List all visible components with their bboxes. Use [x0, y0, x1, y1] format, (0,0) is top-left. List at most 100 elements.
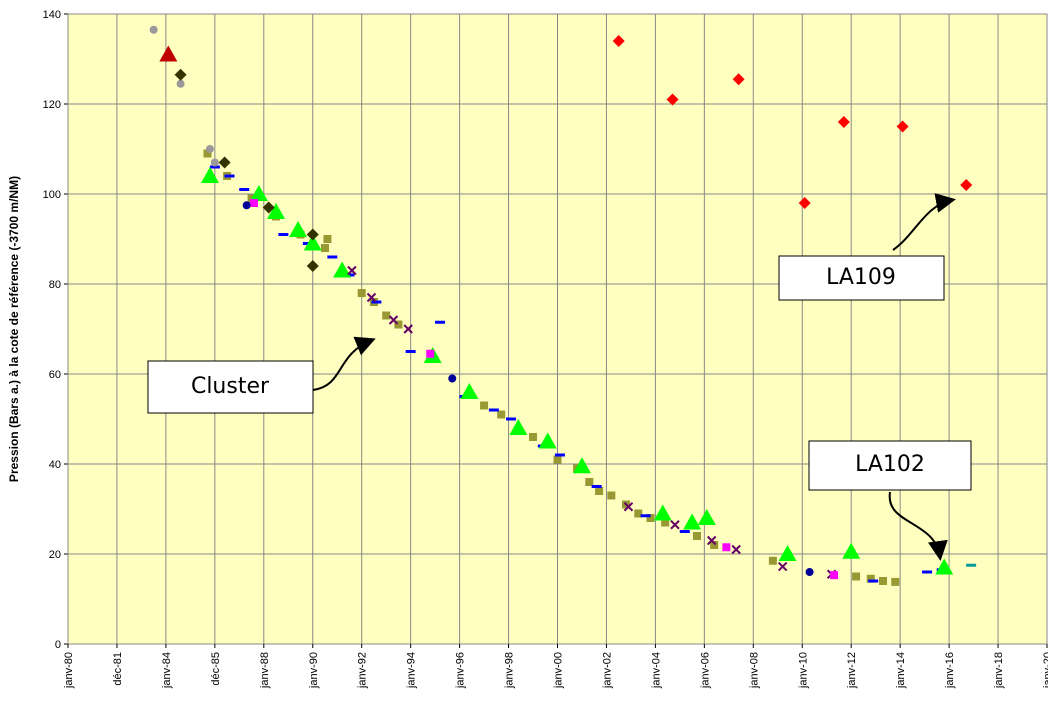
point: [249, 185, 268, 201]
point: [327, 255, 338, 259]
annotation-box: [147, 360, 314, 414]
point: [591, 485, 602, 488]
point: [640, 514, 651, 518]
point: [209, 165, 220, 169]
point: [278, 233, 289, 236]
point: [866, 574, 875, 583]
point: [666, 93, 679, 106]
point: [768, 556, 777, 565]
y-axis-label: Pression (Bars a.) à la cote de référenc…: [7, 176, 21, 482]
x-tick-label: janv-16: [944, 652, 956, 689]
annotation-box: [808, 440, 972, 491]
point: [149, 25, 158, 34]
point: [805, 568, 814, 576]
point: [572, 457, 591, 474]
point: [842, 542, 861, 559]
point: [722, 543, 731, 552]
point: [732, 73, 745, 86]
point: [426, 349, 435, 358]
point: [683, 513, 702, 530]
point: [205, 145, 214, 153]
point: [460, 383, 479, 399]
point: [922, 570, 933, 574]
y-tick-label: 120: [43, 99, 61, 111]
point: [480, 401, 489, 410]
point: [159, 45, 178, 62]
y-tick-label: 60: [49, 369, 61, 381]
y-tick-label: 0: [55, 639, 61, 651]
x-tick-label: janv-12: [846, 652, 858, 689]
x-tick-label: janv-04: [650, 652, 662, 689]
point: [242, 201, 251, 210]
point: [879, 577, 888, 585]
point: [529, 433, 538, 441]
annotation: LA109: [826, 265, 896, 290]
point: [323, 235, 332, 243]
x-tick-label: janv-84: [161, 652, 173, 689]
point: [347, 265, 357, 276]
x-tick-label: janv-88: [259, 652, 271, 689]
x-tick-label: janv-14: [895, 652, 907, 689]
x-tick-label: janv-90: [308, 652, 320, 689]
point: [203, 149, 212, 158]
point: [174, 68, 187, 81]
point: [357, 289, 366, 297]
point: [497, 410, 506, 419]
point: [488, 408, 499, 412]
point: [896, 120, 909, 133]
point: [320, 244, 329, 252]
x-tick-label: janv-10: [797, 652, 809, 689]
point: [505, 417, 516, 421]
point: [306, 260, 319, 272]
point: [306, 228, 319, 241]
point: [388, 315, 399, 325]
x-tick-label: janv-06: [699, 652, 711, 689]
point: [509, 419, 528, 435]
x-tick-label: janv-98: [504, 652, 516, 689]
point: [634, 509, 643, 518]
point: [403, 324, 413, 334]
point: [210, 158, 219, 167]
point: [200, 167, 219, 183]
point: [731, 544, 741, 555]
y-tick-label: 20: [49, 549, 61, 561]
point: [371, 300, 382, 304]
point: [554, 453, 565, 457]
point: [661, 518, 670, 527]
point: [585, 478, 594, 486]
point: [706, 535, 717, 546]
y-tick-label: 80: [49, 279, 61, 291]
point: [262, 201, 275, 214]
y-tick-label: 40: [49, 459, 61, 471]
annotation: Cluster: [191, 374, 270, 399]
arrow: [312, 336, 376, 391]
x-tick-label: janv-80: [63, 652, 75, 689]
x-tick-label: janv-20: [1042, 652, 1048, 689]
annotation: LA102: [855, 452, 925, 477]
point: [239, 188, 250, 191]
point: [935, 558, 954, 575]
point: [670, 520, 680, 530]
point: [653, 504, 672, 521]
point: [891, 577, 900, 586]
point: [366, 292, 377, 303]
point: [837, 116, 850, 128]
annotation-box: [778, 255, 945, 301]
point: [224, 174, 235, 178]
x-tick-label: janv-08: [748, 652, 760, 689]
x-tick-label: janv-94: [406, 652, 418, 689]
point: [394, 320, 403, 329]
point: [289, 221, 308, 237]
point: [176, 79, 185, 88]
x-tick-label: janv-96: [455, 652, 467, 689]
point: [448, 374, 457, 383]
point: [595, 487, 604, 495]
point: [693, 532, 702, 540]
x-tick-label: janv-18: [993, 652, 1005, 689]
x-tick-label: janv-92: [357, 652, 369, 689]
y-tick-label: 140: [43, 9, 61, 21]
point: [960, 179, 973, 191]
x-tick-label: déc-81: [112, 652, 124, 686]
x-tick-label: janv-02: [601, 652, 613, 689]
x-tick-label: janv-00: [553, 652, 565, 689]
